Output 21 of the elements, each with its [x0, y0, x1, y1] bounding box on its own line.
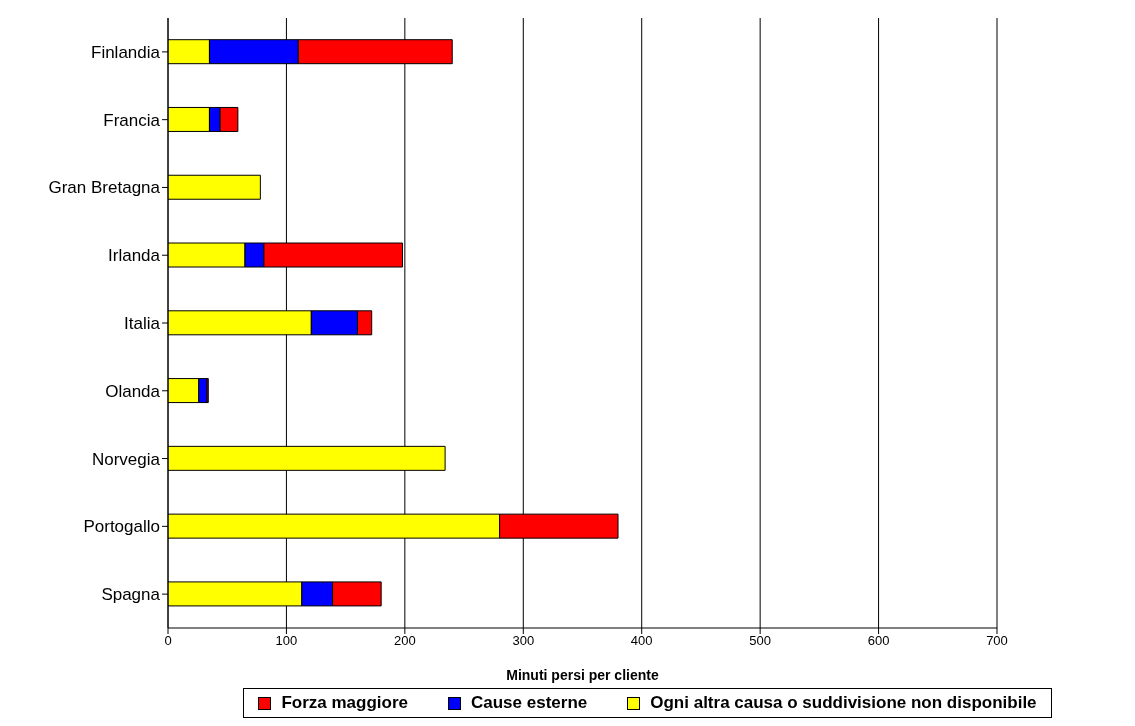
y-tick-label: Spagna	[101, 585, 161, 605]
legend-label: Ogni altra causa o suddivisione non disponibile	[650, 693, 1037, 713]
legend-label: Cause esterne	[471, 693, 588, 713]
x-axis-title: Minuti persi per cliente	[506, 667, 659, 683]
x-tick-label: 300	[512, 633, 535, 649]
x-tick-label: 400	[630, 633, 653, 649]
x-tick-label: 0	[164, 633, 172, 649]
x-tick-label: 600	[867, 633, 890, 649]
x-tick-label: 100	[275, 633, 298, 649]
y-tick-label: Irlanda	[108, 246, 161, 266]
x-tick-label: 500	[749, 633, 771, 649]
x-tick-label: 200	[394, 633, 416, 649]
legend-label: Forza maggiore	[281, 693, 408, 713]
y-tick-label: Olanda	[105, 381, 161, 401]
y-tick-label: Finlandia	[91, 42, 161, 62]
x-tick-label: 700	[986, 633, 1008, 649]
y-tick-label: Gran Bretagna	[48, 178, 161, 198]
y-tick-label: Francia	[103, 110, 161, 130]
y-tick-label: Italia	[124, 314, 161, 334]
y-tick-label: Norvegia	[91, 449, 161, 469]
y-tick-label: Portogallo	[83, 517, 160, 537]
